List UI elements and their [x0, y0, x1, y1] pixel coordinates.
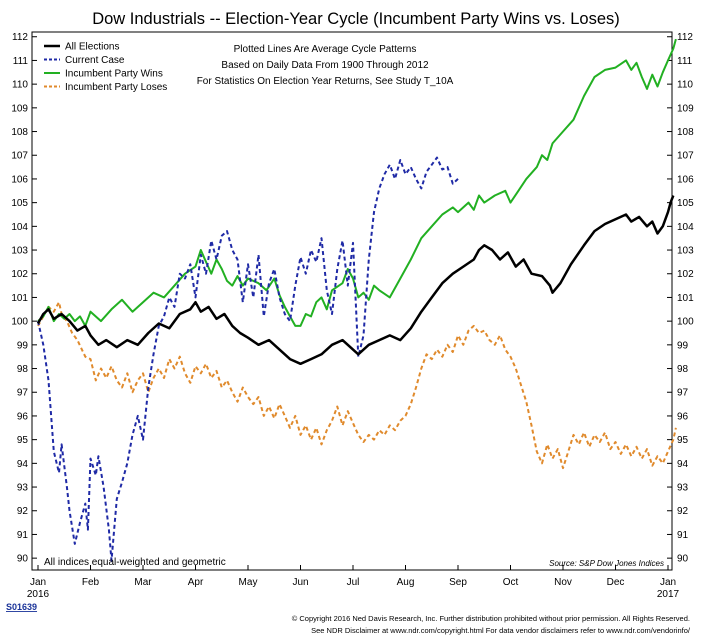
y-tick-label-right: 109 [677, 103, 694, 114]
chart-code: S01639 [6, 602, 37, 612]
x-tick-sublabel: 2016 [27, 589, 50, 600]
y-tick-label-left: 102 [11, 269, 28, 280]
copyright-line-1: © Copyright 2016 Ned Davis Research, Inc… [292, 614, 690, 623]
y-tick-label-left: 94 [17, 459, 29, 470]
series-line-all-elections [36, 195, 675, 366]
x-tick-label: Dec [607, 577, 625, 588]
source-note: Source: S&P Dow Jones Indices [549, 559, 664, 568]
y-tick-label-right: 107 [677, 151, 694, 162]
series-line-incumbent-party-loses [37, 301, 677, 470]
y-tick-label-right: 108 [677, 127, 694, 138]
legend-label: Incumbent Party Loses [65, 82, 167, 93]
y-tick-label-right: 90 [677, 554, 689, 565]
x-tick-label: Jul [347, 577, 360, 588]
y-tick-label-left: 105 [11, 198, 28, 209]
y-tick-label-right: 101 [677, 293, 694, 304]
y-tick-label-right: 95 [677, 435, 689, 446]
y-tick-label-right: 106 [677, 174, 694, 185]
y-tick-label-left: 97 [17, 388, 29, 399]
notes-block: Plotted Lines Are Average Cycle Patterns… [197, 44, 454, 87]
y-tick-label-left: 95 [17, 435, 29, 446]
y-tick-label-left: 104 [11, 222, 28, 233]
y-tick-label-left: 109 [11, 103, 28, 114]
x-tick-label: Aug [397, 577, 415, 588]
y-axis-left: 90 91 92 93 94 95 96 97 98 99 100 101 102 103 104 105 10… [11, 32, 37, 565]
x-tick-label: May [239, 577, 258, 588]
x-tick-label: Oct [503, 577, 519, 588]
y-tick-label-left: 92 [17, 506, 29, 517]
legend: All Elections Current Case Incumbent Party… [44, 42, 167, 93]
y-tick-label-right: 103 [677, 246, 694, 257]
y-tick-label-right: 112 [677, 32, 693, 43]
x-tick-label: Mar [134, 577, 152, 588]
plot-frame [31, 31, 673, 571]
y-tick-label-left: 111 [13, 56, 29, 67]
x-tick-label: Nov [554, 577, 572, 588]
y-tick-label-right: 92 [677, 506, 689, 517]
chart-title: Dow Industrials -- Election-Year Cycle (… [92, 10, 620, 28]
y-tick-label-left: 100 [11, 317, 28, 328]
y-tick-label-left: 103 [11, 246, 28, 257]
y-tick-label-right: 100 [677, 317, 694, 328]
y-tick-label-right: 94 [677, 459, 689, 470]
y-tick-label-right: 110 [677, 80, 693, 91]
y-tick-label-left: 108 [11, 127, 28, 138]
copyright-line-2: See NDR Disclaimer at www.ndr.com/copyri… [311, 626, 691, 635]
series-line-incumbent-party-wins [37, 38, 677, 327]
bottom-left-note: All indices equal-weighted and geometric [44, 557, 226, 568]
y-tick-label-left: 96 [17, 411, 29, 422]
x-tick-label: Apr [188, 577, 204, 588]
legend-label: Incumbent Party Wins [65, 69, 163, 80]
y-tick-label-left: 110 [12, 80, 28, 91]
note-line-2: Based on Daily Data From 1900 Through 20… [221, 60, 429, 71]
y-tick-label-right: 102 [677, 269, 694, 280]
note-line-1: Plotted Lines Are Average Cycle Patterns [234, 44, 417, 55]
x-tick-sublabel: 2017 [657, 589, 680, 600]
y-tick-label-right: 105 [677, 198, 694, 209]
y-tick-label-right: 99 [677, 340, 689, 351]
legend-label: Current Case [65, 55, 125, 66]
y-tick-label-left: 106 [11, 174, 28, 185]
x-tick-label: Jan [660, 577, 676, 588]
x-tick-label: Feb [82, 577, 100, 588]
x-tick-label: Jun [292, 577, 308, 588]
y-tick-label-right: 96 [677, 411, 689, 422]
y-tick-label-left: 101 [11, 293, 28, 304]
y-tick-label-right: 104 [677, 222, 694, 233]
y-axis-right: 90 91 92 93 94 95 96 97 98 99 100 101 102 103 104 105 10… [667, 32, 694, 565]
note-line-3: For Statistics On Election Year Returns,… [197, 76, 454, 87]
y-tick-label-right: 111 [677, 56, 693, 67]
y-tick-label-left: 112 [12, 32, 28, 43]
y-tick-label-left: 107 [11, 151, 28, 162]
y-tick-label-right: 91 [677, 530, 689, 541]
y-tick-label-left: 91 [17, 530, 29, 541]
x-tick-label: Sep [449, 577, 467, 588]
y-tick-label-right: 97 [677, 388, 689, 399]
y-tick-label-left: 99 [17, 340, 29, 351]
series-layer [36, 38, 677, 562]
y-tick-label-left: 98 [17, 364, 29, 375]
y-tick-label-left: 93 [17, 483, 29, 494]
x-tick-label: Jan [30, 577, 46, 588]
y-tick-label-right: 98 [677, 364, 689, 375]
y-tick-label-left: 90 [17, 554, 29, 565]
series-line-current-case [37, 156, 459, 562]
y-tick-label-right: 93 [677, 483, 689, 494]
legend-label: All Elections [65, 42, 119, 53]
